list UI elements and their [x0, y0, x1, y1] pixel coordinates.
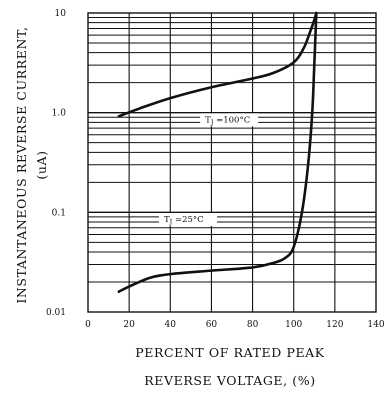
- series-lines: [117, 11, 318, 293]
- series-label-text: TJ =100°C: [205, 115, 250, 126]
- x-axis-title-line-2: REVERSE VOLTAGE, (%): [144, 373, 315, 388]
- series-label-1: TJ =25°C: [159, 212, 217, 226]
- x-tick-label: 120: [326, 320, 343, 330]
- y-tick-label: 10: [55, 9, 67, 19]
- x-tick-label: 0: [85, 320, 91, 330]
- plot-frame: [87, 12, 377, 313]
- x-tick-label: 80: [247, 320, 259, 330]
- x-tick-label: 20: [123, 320, 135, 330]
- y-tick-labels: 0.01 0.1 1.0 10: [46, 9, 66, 318]
- y-axis-title-line-1: INSTANTANEOUS REVERSE CURRENT,: [14, 26, 29, 303]
- y-tick-label: 0.1: [52, 208, 66, 218]
- plot-border: [87, 12, 377, 313]
- x-tick-labels: 0 20 40 60 80 100 120 140: [85, 320, 385, 330]
- x-tick-label: 60: [206, 320, 218, 330]
- series-label-0: TJ =100°C: [200, 113, 259, 127]
- series-labels: TJ =100°C TJ =25°C: [159, 113, 259, 226]
- x-tick-label: 100: [285, 320, 302, 330]
- series-label-backing: [200, 113, 259, 127]
- series-line-1: [117, 11, 318, 293]
- x-axis-title-line-1: PERCENT OF RATED PEAK: [135, 345, 325, 360]
- y-axis-title-line-2: (uA): [34, 150, 49, 179]
- x-tick-label: 40: [165, 320, 177, 330]
- y-axis-title: INSTANTANEOUS REVERSE CURRENT, (uA): [14, 26, 49, 303]
- series-line-0: [117, 11, 318, 118]
- y-tick-label: 1.0: [52, 109, 67, 119]
- x-tick-label: 140: [367, 320, 384, 330]
- series-label-backing: [159, 212, 217, 226]
- grid: [88, 13, 376, 312]
- series-label-text: TJ =25°C: [164, 215, 204, 226]
- y-tick-label: 0.01: [46, 308, 66, 318]
